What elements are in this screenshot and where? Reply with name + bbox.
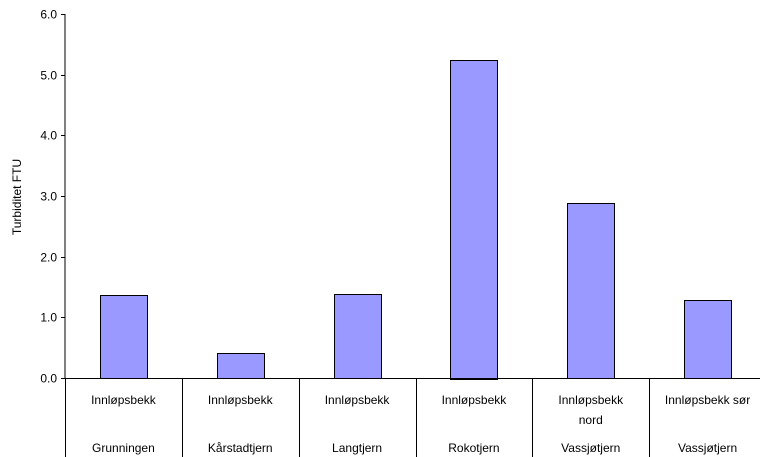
y-tick-label: 3.0 [40, 190, 57, 204]
y-tick-label: 5.0 [40, 69, 57, 83]
bar [217, 353, 265, 379]
x-category-label: Innløpsbekk [91, 393, 157, 407]
x-category-label: Innløpsbekk [208, 393, 274, 407]
y-tick-label: 4.0 [40, 129, 57, 143]
bars [100, 60, 732, 380]
bar [450, 60, 498, 380]
y-axis: 0.0 1.0 2.0 3.0 4.0 5.0 6.0 [40, 8, 66, 386]
x-group-label: Grunningen [92, 441, 155, 455]
x-group-label: Langtjern [332, 441, 382, 455]
x-category-label: Innløpsbekk [558, 393, 624, 407]
y-tick-label: 6.0 [40, 8, 57, 22]
y-tick-label: 2.0 [40, 251, 57, 265]
bar [684, 300, 732, 379]
x-group-label: Kårstadtjern [208, 441, 273, 455]
x-category-label: Innløpsbekk sør [665, 393, 750, 407]
y-tick-label: 0.0 [40, 372, 57, 386]
x-group-label: Vassjøtjern [678, 441, 737, 455]
y-axis-title: Turbiditet FTU [10, 159, 24, 235]
bar [567, 203, 615, 379]
bar [334, 294, 382, 379]
x-group-label: Vassjøtjern [561, 441, 620, 455]
x-group-label: Rokotjern [448, 441, 499, 455]
bar [100, 295, 148, 379]
x-category-label: Innløpsbekk [325, 393, 391, 407]
x-category-label-line2: nord [579, 413, 603, 427]
x-category-label: Innløpsbekk [442, 393, 508, 407]
x-axis: Innløpsbekk Grunningen Innløpsbekk Kårstadt… [65, 378, 760, 457]
y-tick-label: 1.0 [40, 311, 57, 325]
